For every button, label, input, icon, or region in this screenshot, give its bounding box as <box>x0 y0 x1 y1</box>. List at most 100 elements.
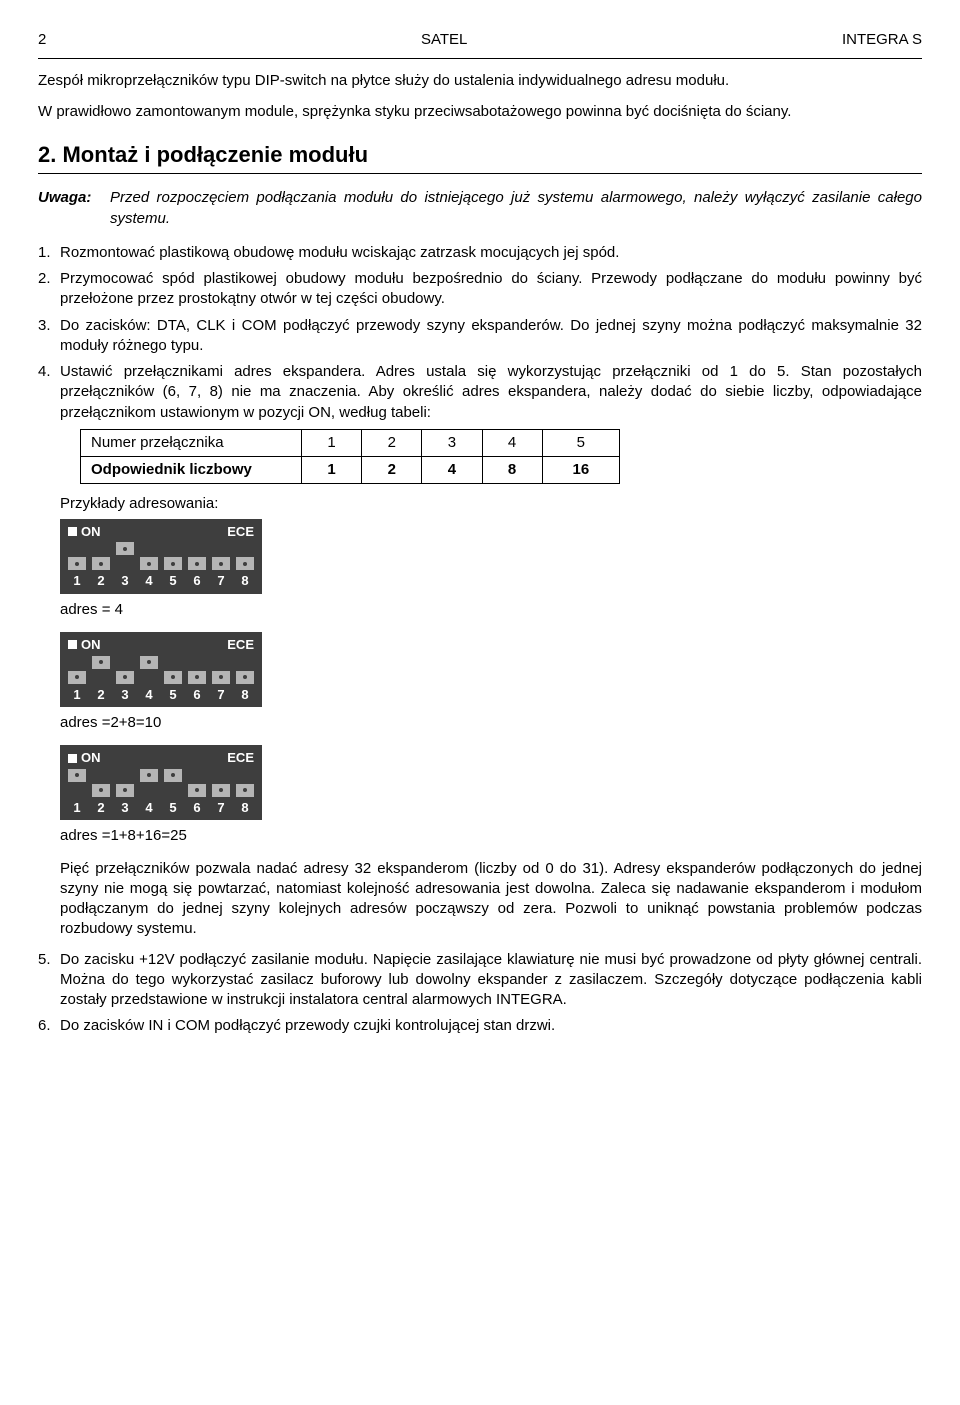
table-cell: 8 <box>482 457 542 484</box>
warning-block: Uwaga: Przed rozpoczęciem podłączania mo… <box>38 188 922 229</box>
step-number: 5. <box>38 950 60 1011</box>
header-right: INTEGRA S <box>842 30 922 50</box>
dip-switch-number: 7 <box>217 686 224 704</box>
section-number: 2. <box>38 142 56 167</box>
after-dips-paragraph: Pięć przełączników pozwala nadać adresy … <box>60 859 922 940</box>
step-text: Rozmontować plastikową obudowę modułu wc… <box>60 243 922 263</box>
dip-switch-1: 1 <box>68 542 86 590</box>
dip-switch-number: 8 <box>241 686 248 704</box>
dip-caption: adres = 4 <box>60 600 922 620</box>
intro-paragraph-2: W prawidłowo zamontowanym module, spręży… <box>38 102 922 122</box>
dip-switch-number: 6 <box>193 572 200 590</box>
page-number: 2 <box>38 30 46 50</box>
dip-switch-8: 8 <box>236 656 254 704</box>
dip-switch-number: 5 <box>169 572 176 590</box>
table-cell: 2 <box>362 429 422 456</box>
dip-switch-number: 8 <box>241 799 248 817</box>
dip-switch-number: 2 <box>97 799 104 817</box>
dip-ece-label: ECE <box>227 523 254 541</box>
dip-switch-6: 6 <box>188 769 206 817</box>
header-center: SATEL <box>421 30 467 50</box>
step-item: 2.Przymocować spód plastikowej obudowy m… <box>38 269 922 310</box>
step-item: 6.Do zacisków IN i COM podłączyć przewod… <box>38 1016 922 1036</box>
table-cell: 16 <box>542 457 619 484</box>
dip-switch-2: 2 <box>92 542 110 590</box>
step-text: Do zacisków: DTA, CLK i COM podłączyć pr… <box>60 316 922 357</box>
step-item: 5.Do zacisku +12V podłączyć zasilanie mo… <box>38 950 922 1011</box>
table-cell: 1 <box>302 429 362 456</box>
dip-switch-5: 5 <box>164 769 182 817</box>
dip-switch-number: 8 <box>241 572 248 590</box>
dip-switch-diagram: ON ECE 12345678 <box>60 745 262 820</box>
dip-switch-diagram: ONECE12345678 <box>60 632 262 707</box>
dip-switch-5: 5 <box>164 656 182 704</box>
dip-switch-number: 1 <box>73 799 80 817</box>
dip-switch-number: 4 <box>145 686 152 704</box>
step-text: Przymocować spód plastikowej obudowy mod… <box>60 269 922 310</box>
dip-switch-6: 6 <box>188 542 206 590</box>
step-text: Ustawić przełącznikami adres ekspandera.… <box>60 362 922 423</box>
table-cell: 3 <box>422 429 482 456</box>
switch-value-table: Numer przełącznika 1 2 3 4 5 Odpowiednik… <box>80 429 620 485</box>
dip-on-label: ON <box>81 523 101 541</box>
examples-label: Przykłady adresowania: <box>60 494 922 514</box>
dip-switch-7: 7 <box>212 542 230 590</box>
dip-switch-7: 7 <box>212 769 230 817</box>
table-cell: 1 <box>302 457 362 484</box>
dip-switch-number: 5 <box>169 799 176 817</box>
dip-ece-label: ECE <box>227 749 254 767</box>
dip-switch-2: 2 <box>92 769 110 817</box>
dip-switch-7: 7 <box>212 656 230 704</box>
dip-switch-4: 4 <box>140 656 158 704</box>
steps-list-2: 5.Do zacisku +12V podłączyć zasilanie mo… <box>38 950 922 1037</box>
dip-on-label: ON <box>81 749 101 767</box>
dip-switch-number: 6 <box>193 686 200 704</box>
dip-caption: adres =1+8+16=25 <box>60 826 922 846</box>
dip-switch-number: 4 <box>145 572 152 590</box>
step-number: 2. <box>38 269 60 310</box>
dip-switch-number: 3 <box>121 799 128 817</box>
step-text: Do zacisku +12V podłączyć zasilanie modu… <box>60 950 922 1011</box>
dip-switch-4: 4 <box>140 769 158 817</box>
table-cell: 4 <box>422 457 482 484</box>
steps-list: 1.Rozmontować plastikową obudowę modułu … <box>38 243 922 423</box>
dip-switch-number: 3 <box>121 572 128 590</box>
table-cell: 2 <box>362 457 422 484</box>
dip-switch-3: 3 <box>116 656 134 704</box>
dip-switch-8: 8 <box>236 769 254 817</box>
step-item: 3.Do zacisków: DTA, CLK i COM podłączyć … <box>38 316 922 357</box>
dip-switch-2: 2 <box>92 656 110 704</box>
step-number: 3. <box>38 316 60 357</box>
dip-switch-number: 4 <box>145 799 152 817</box>
dip-switch-4: 4 <box>140 542 158 590</box>
header-rule <box>38 58 922 59</box>
dip-switch-number: 1 <box>73 572 80 590</box>
step-number: 4. <box>38 362 60 423</box>
section-heading: 2. Montaż i podłączenie modułu <box>38 140 922 170</box>
warning-label: Uwaga: <box>38 188 110 229</box>
dip-switch-number: 2 <box>97 572 104 590</box>
section-rule <box>38 173 922 174</box>
table-cell: 5 <box>542 429 619 456</box>
dip-switch-number: 1 <box>73 686 80 704</box>
dip-caption: adres =2+8=10 <box>60 713 922 733</box>
dip-switch-3: 3 <box>116 542 134 590</box>
dip-switch-number: 7 <box>217 572 224 590</box>
dip-switch-5: 5 <box>164 542 182 590</box>
step-text: Do zacisków IN i COM podłączyć przewody … <box>60 1016 922 1036</box>
table-cell: 4 <box>482 429 542 456</box>
step-item: 1.Rozmontować plastikową obudowę modułu … <box>38 243 922 263</box>
table-row2-label: Odpowiednik liczbowy <box>81 457 302 484</box>
step-item: 4.Ustawić przełącznikami adres ekspander… <box>38 362 922 423</box>
dip-switch-number: 6 <box>193 799 200 817</box>
dip-examples: ONECE12345678adres = 4ONECE12345678adres… <box>60 519 922 847</box>
section-title: Montaż i podłączenie modułu <box>62 142 368 167</box>
step-number: 1. <box>38 243 60 263</box>
table-row1-label: Numer przełącznika <box>81 429 302 456</box>
dip-switch-1: 1 <box>68 656 86 704</box>
dip-switch-number: 5 <box>169 686 176 704</box>
table-block: Numer przełącznika 1 2 3 4 5 Odpowiednik… <box>80 429 922 485</box>
dip-switch-diagram: ON ECE 12345678 <box>60 519 262 594</box>
intro-paragraph-1: Zespół mikroprzełączników typu DIP-switc… <box>38 71 922 91</box>
page-header: 2 SATEL INTEGRA S <box>38 30 922 50</box>
